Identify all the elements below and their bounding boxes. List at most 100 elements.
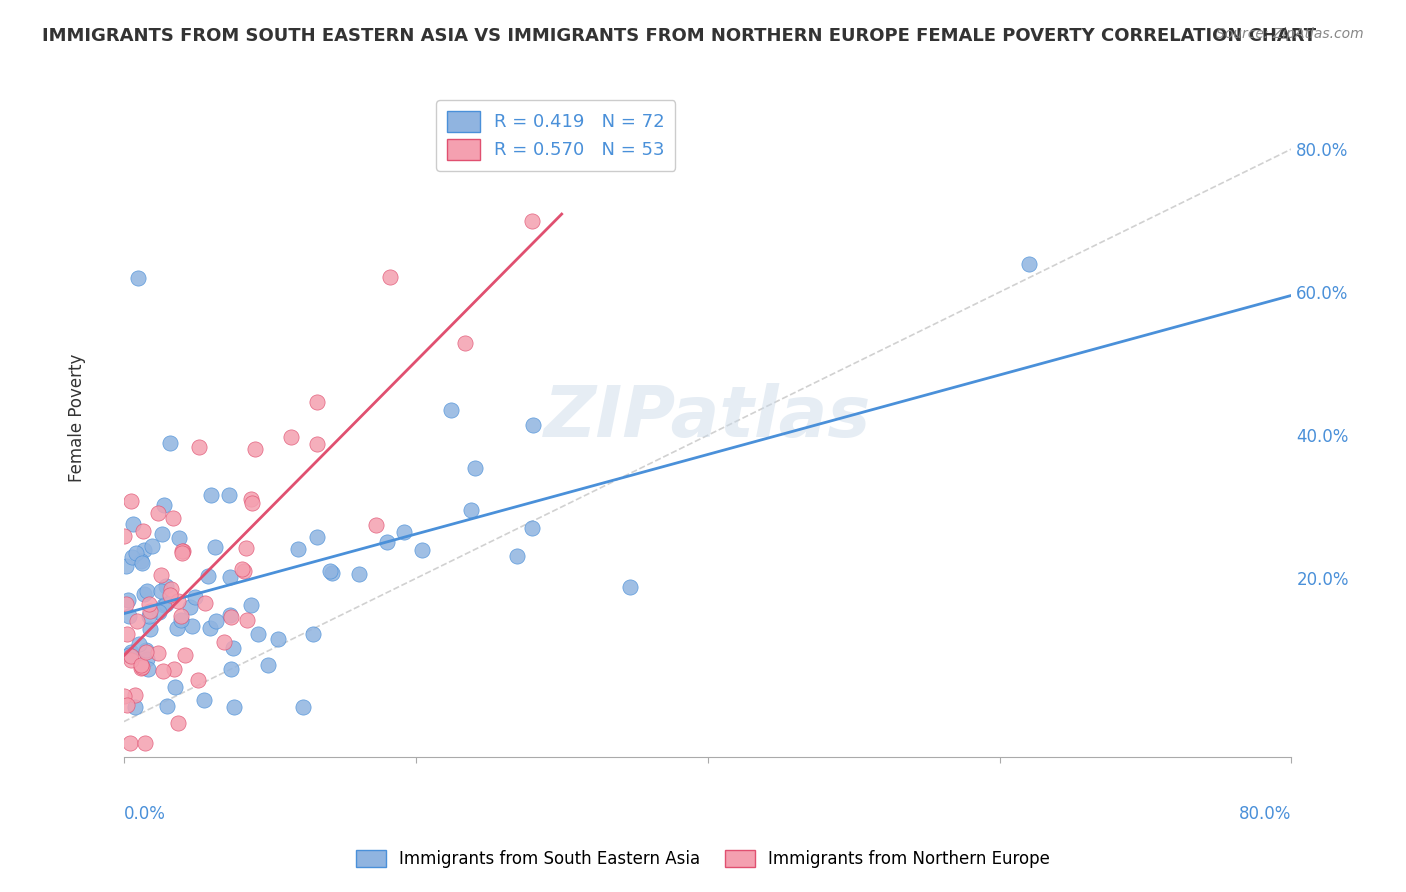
Point [319, 564, 342, 578]
Point [153, 498, 176, 512]
Point [148, 506, 170, 520]
Point [256, 658, 278, 673]
Point [239, 598, 262, 612]
Text: Source: ZipAtlas.com: Source: ZipAtlas.com [1216, 27, 1364, 41]
Point [235, 541, 257, 555]
Point [194, 596, 217, 610]
Point [233, 564, 256, 578]
Point [120, 494, 142, 508]
Point [112, 529, 135, 543]
Text: IMMIGRANTS FROM SOUTH EASTERN ASIA VS IMMIGRANTS FROM NORTHERN EUROPE FEMALE POV: IMMIGRANTS FROM SOUTH EASTERN ASIA VS IM… [42, 27, 1316, 45]
Point [149, 584, 172, 599]
Point [118, 736, 141, 750]
Point [464, 461, 486, 475]
Point [453, 335, 475, 350]
Point [170, 613, 193, 627]
Point [236, 613, 259, 627]
Point [245, 442, 267, 456]
Point [287, 542, 309, 557]
Point [118, 608, 141, 623]
Point [148, 605, 170, 619]
Point [167, 594, 190, 608]
Point [127, 614, 149, 628]
Point [134, 736, 156, 750]
Point [155, 597, 177, 611]
Point [136, 652, 159, 666]
Point [132, 587, 155, 601]
Point [224, 700, 246, 714]
Point [135, 642, 157, 657]
Point [522, 417, 544, 432]
Point [218, 487, 240, 501]
Point [141, 539, 163, 553]
Point [219, 609, 242, 624]
Point [117, 593, 139, 607]
Point [125, 546, 148, 560]
Point [155, 579, 177, 593]
Point [180, 619, 202, 633]
Point [159, 436, 181, 450]
Point [266, 632, 288, 646]
Point [132, 524, 155, 538]
Point [156, 698, 179, 713]
Point [172, 544, 194, 558]
Point [302, 627, 325, 641]
Point [120, 648, 142, 663]
Point [347, 566, 370, 581]
Legend: Immigrants from South Eastern Asia, Immigrants from Northern Europe: Immigrants from South Eastern Asia, Immi… [349, 843, 1057, 875]
Point [619, 580, 641, 594]
Point [440, 403, 463, 417]
Point [129, 661, 152, 675]
Point [364, 518, 387, 533]
Point [131, 659, 153, 673]
Point [167, 715, 190, 730]
Point [522, 213, 544, 227]
Point [305, 395, 328, 409]
Point [219, 569, 242, 583]
Point [165, 680, 187, 694]
Point [219, 607, 242, 622]
Point [129, 658, 152, 673]
Point [135, 645, 157, 659]
Point [240, 496, 263, 510]
Point [160, 582, 183, 596]
Point [378, 270, 401, 285]
Point [520, 521, 543, 535]
Point [124, 688, 146, 702]
Point [212, 635, 235, 649]
Text: Female Poverty: Female Poverty [67, 353, 86, 482]
Point [167, 531, 190, 545]
Point [179, 599, 201, 614]
Point [506, 549, 529, 564]
Point [112, 689, 135, 703]
Point [122, 517, 145, 532]
Point [200, 488, 222, 502]
Point [124, 700, 146, 714]
Point [138, 604, 160, 618]
Point [121, 550, 143, 565]
Point [305, 530, 328, 544]
Point [197, 568, 219, 582]
Point [392, 524, 415, 539]
Point [128, 637, 150, 651]
Point [184, 590, 207, 604]
Point [231, 562, 253, 576]
Point [136, 662, 159, 676]
Point [292, 700, 315, 714]
Point [149, 568, 172, 582]
Text: 0.0%: 0.0% [124, 805, 166, 823]
Point [240, 491, 263, 506]
Point [280, 430, 302, 444]
Point [198, 621, 221, 635]
Point [131, 556, 153, 570]
Point [150, 527, 173, 541]
Point [139, 623, 162, 637]
Point [187, 673, 209, 687]
Point [205, 614, 228, 628]
Text: 80.0%: 80.0% [1239, 805, 1292, 823]
Point [127, 270, 149, 285]
Point [136, 583, 159, 598]
Point [132, 543, 155, 558]
Point [152, 664, 174, 678]
Point [117, 627, 139, 641]
